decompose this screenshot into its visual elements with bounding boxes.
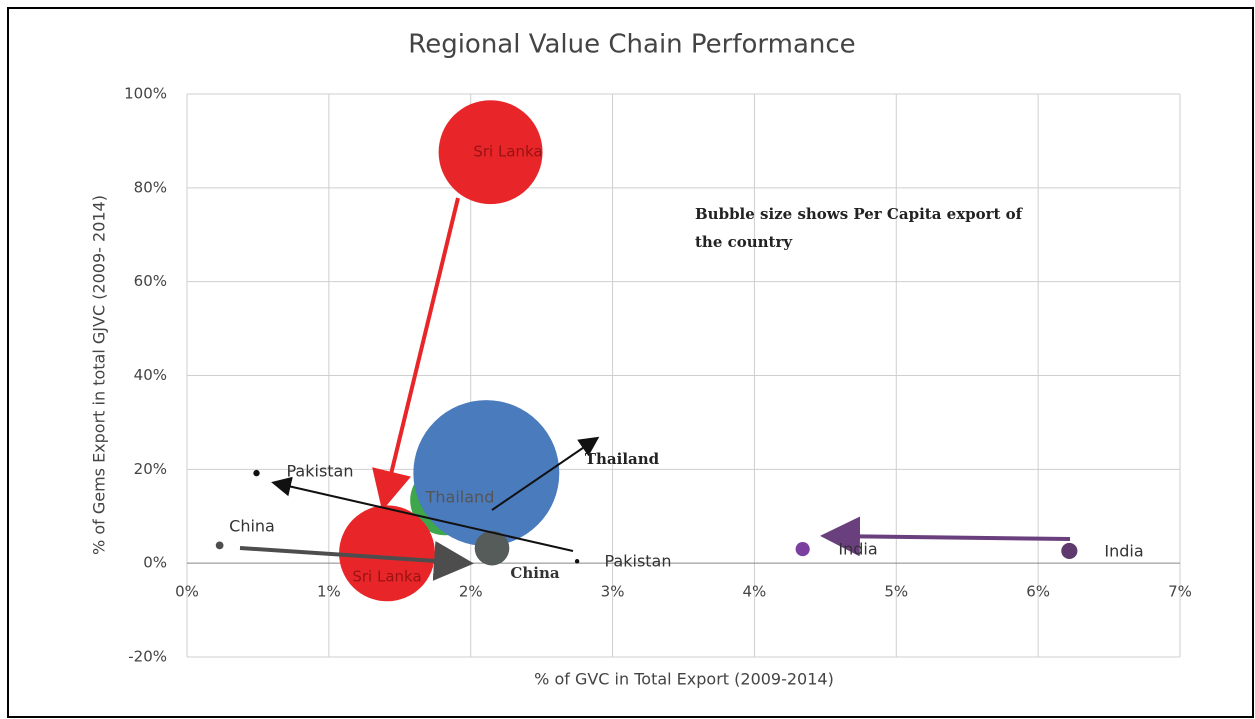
x-tick-label: 4% [743, 583, 767, 601]
data-label: China [510, 564, 559, 582]
data-label: Pakistan [287, 462, 354, 481]
data-label: Pakistan [605, 552, 672, 571]
annotation: Bubble size shows Per Capita export of t… [695, 205, 1023, 251]
bubble [1061, 542, 1078, 560]
frame [7, 7, 1254, 718]
x-tick-label: 7% [1168, 583, 1192, 601]
grid: 0% 1% 2% 3% 4% 5% 6% 7% -20% 0% 20% 40% 60% 80% 100% [124, 85, 1192, 666]
annotation-box: Bubble size shows Per Capita export of t… [695, 205, 1023, 251]
y-axis-label: % of Gems Export in total GJVC (2009- 20… [90, 195, 109, 555]
x-tick-label: 2% [459, 583, 483, 601]
bubble [795, 542, 810, 557]
data-label: Thailand [585, 450, 660, 468]
x-tick-label: 0% [175, 583, 199, 601]
chart-title: Regional Value Chain Performance [408, 30, 855, 60]
data-label: Sri Lanka [352, 568, 421, 586]
arrow [372, 197, 460, 511]
bubble [574, 559, 580, 564]
bubble [253, 469, 260, 477]
bubble [474, 530, 510, 566]
arrow [820, 516, 1071, 557]
arrow [271, 476, 574, 552]
data-label: India [838, 540, 877, 559]
bubble [438, 100, 543, 205]
y-tick-label: 80% [134, 178, 167, 196]
y-tick-label: 0% [143, 554, 167, 572]
data-label: Sri Lanka [473, 143, 542, 161]
y-tick-label: 20% [134, 460, 167, 478]
x-axis-label: % of GVC in Total Export (2009-2014) [534, 670, 834, 689]
bubbles [215, 100, 1078, 602]
data-label: China [229, 517, 275, 536]
x-tick-label: 6% [1026, 583, 1050, 601]
labels: Thailand Thailand China China Sri Lanka Sri L… [229, 143, 1143, 586]
y-tick-label: 100% [124, 85, 167, 103]
y-tick-label: -20% [128, 648, 167, 666]
bubble [413, 400, 560, 547]
bubble [215, 541, 224, 550]
arrows [239, 197, 1071, 581]
y-tick-label: 40% [134, 366, 167, 384]
arrow [491, 436, 600, 511]
data-label: India [1104, 542, 1143, 561]
x-tick-label: 5% [884, 583, 908, 601]
arrow [239, 540, 474, 581]
x-tick-label: 1% [317, 583, 341, 601]
x-tick-label: 3% [601, 583, 625, 601]
data-label: Thailand [425, 488, 495, 507]
y-tick-label: 60% [134, 272, 167, 290]
bubble [339, 505, 435, 602]
